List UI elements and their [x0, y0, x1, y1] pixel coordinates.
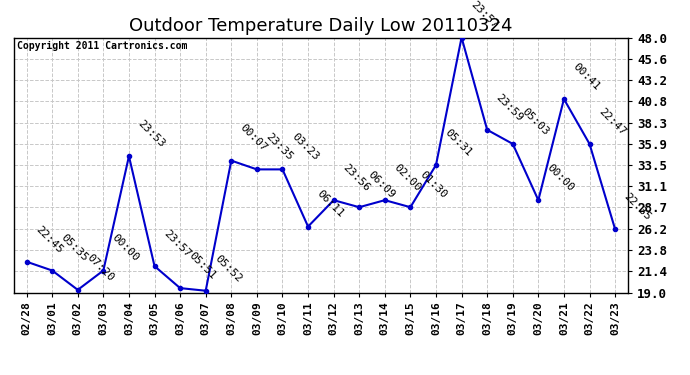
Text: 23:35: 23:35: [264, 132, 295, 162]
Text: 22:45: 22:45: [34, 224, 64, 255]
Text: 23:57: 23:57: [469, 0, 500, 30]
Text: 05:52: 05:52: [213, 253, 244, 284]
Text: 05:51: 05:51: [187, 250, 218, 281]
Text: 23:59: 23:59: [494, 92, 525, 123]
Text: 06:11: 06:11: [315, 189, 346, 220]
Text: 00:00: 00:00: [110, 232, 141, 264]
Text: Copyright 2011 Cartronics.com: Copyright 2011 Cartronics.com: [17, 41, 187, 51]
Text: 00:41: 00:41: [571, 61, 602, 92]
Text: 23:56: 23:56: [341, 162, 371, 193]
Text: 00:00: 00:00: [545, 162, 576, 193]
Title: Outdoor Temperature Daily Low 20110324: Outdoor Temperature Daily Low 20110324: [129, 16, 513, 34]
Text: 00:07: 00:07: [238, 123, 269, 154]
Text: 03:23: 03:23: [289, 132, 320, 162]
Text: 23:57: 23:57: [161, 228, 193, 259]
Text: 01:30: 01:30: [417, 170, 448, 200]
Text: 22:47: 22:47: [596, 106, 627, 137]
Text: 07:20: 07:20: [85, 252, 116, 283]
Text: 05:35: 05:35: [59, 232, 90, 264]
Text: 22:35: 22:35: [622, 191, 653, 222]
Text: 02:00: 02:00: [392, 162, 423, 193]
Text: 23:53: 23:53: [136, 118, 167, 149]
Text: 06:09: 06:09: [366, 170, 397, 200]
Text: 05:31: 05:31: [443, 127, 474, 158]
Text: 05:03: 05:03: [520, 106, 551, 137]
